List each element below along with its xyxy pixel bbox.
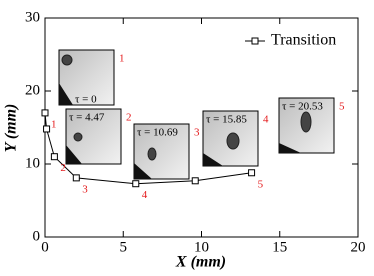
y-tick-label: 10 bbox=[25, 155, 40, 171]
point-label: 2 bbox=[60, 162, 66, 174]
inset-image bbox=[133, 123, 190, 180]
marker bbox=[43, 125, 51, 133]
legend-label: Transition bbox=[271, 32, 336, 49]
y-tick-label: 0 bbox=[33, 228, 41, 244]
inset-droplet bbox=[147, 147, 157, 161]
y-tick-label: 30 bbox=[25, 9, 40, 25]
y-tick-label: 20 bbox=[25, 82, 40, 98]
x-tick-label: 0 bbox=[41, 239, 49, 255]
inset-tau: τ = 15.85 bbox=[206, 114, 247, 126]
marker bbox=[132, 180, 140, 188]
inset-wall bbox=[279, 143, 301, 153]
point-label: 1 bbox=[51, 118, 57, 130]
inset-wall bbox=[59, 83, 73, 105]
x-axis-label: X (mm) bbox=[175, 254, 226, 271]
x-tick-label: 15 bbox=[272, 239, 287, 255]
inset-droplet bbox=[73, 132, 83, 142]
x-tick-label: 10 bbox=[194, 239, 209, 255]
inset-label: 2 bbox=[126, 112, 132, 124]
inset-wall bbox=[66, 145, 82, 164]
legend-marker bbox=[251, 37, 259, 45]
marker bbox=[41, 109, 49, 117]
inset-tau: τ = 20.53 bbox=[282, 101, 323, 113]
inset-label: 1 bbox=[119, 53, 125, 65]
marker bbox=[50, 153, 58, 161]
point-label: 5 bbox=[258, 178, 264, 190]
inset-droplet bbox=[300, 111, 312, 133]
inset-droplet bbox=[226, 132, 240, 150]
x-tick-label: 20 bbox=[351, 239, 366, 255]
x-tick-label: 5 bbox=[120, 239, 128, 255]
inset-tau: τ = 10.69 bbox=[137, 127, 178, 139]
inset-wall bbox=[203, 153, 223, 166]
marker bbox=[72, 174, 80, 182]
inset-tau: τ = 4.47 bbox=[69, 112, 105, 124]
y-axis-label: Y (mm) bbox=[3, 104, 20, 153]
inset-label: 4 bbox=[263, 114, 269, 126]
marker bbox=[191, 177, 199, 185]
point-label: 4 bbox=[142, 189, 148, 201]
inset-label: 3 bbox=[194, 127, 200, 139]
inset-label: 5 bbox=[339, 101, 345, 113]
inset-droplet bbox=[61, 54, 73, 66]
marker bbox=[248, 169, 256, 177]
inset-tau: τ = 0 bbox=[75, 94, 97, 106]
inset-wall bbox=[134, 163, 152, 179]
point-label: 3 bbox=[82, 183, 88, 195]
